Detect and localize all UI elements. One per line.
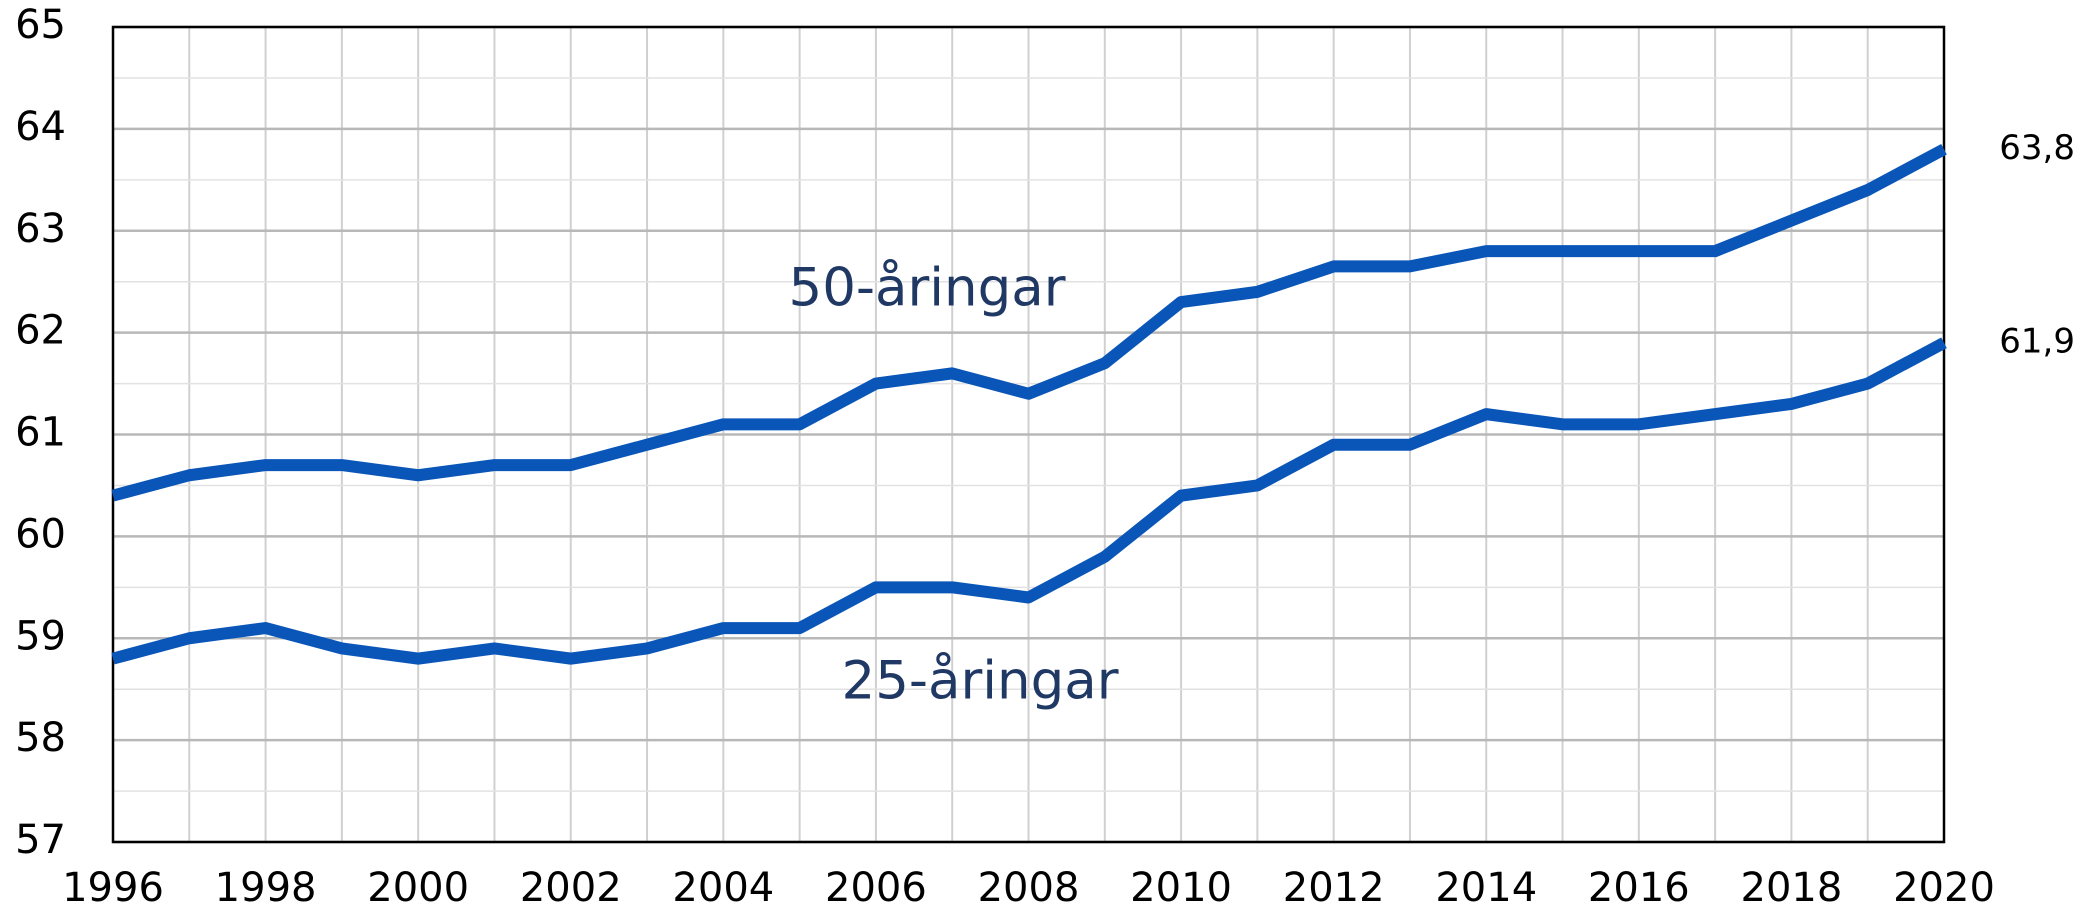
x-tick-label: 2014 <box>1435 865 1537 911</box>
series-line <box>111 143 1947 502</box>
y-tick-label: 59 <box>15 613 66 659</box>
x-tick-label: 2006 <box>825 865 927 911</box>
x-tick-label: 2016 <box>1588 865 1690 911</box>
series-label: 50-åringar <box>788 258 1065 319</box>
y-tick-label: 62 <box>15 308 66 354</box>
x-tick-label: 2000 <box>367 865 469 911</box>
series-line <box>111 337 1947 665</box>
y-tick-label: 61 <box>15 410 66 456</box>
x-tick-label: 1996 <box>62 865 164 911</box>
y-tick-label: 64 <box>15 104 66 150</box>
x-tick-label: 2018 <box>1741 865 1843 911</box>
x-tick-label: 1998 <box>215 865 317 911</box>
x-tick-label: 2012 <box>1283 865 1385 911</box>
x-tick-label: 2004 <box>672 865 774 911</box>
x-tick-label: 2020 <box>1893 865 1995 911</box>
value-label: 61,9 <box>1999 321 2075 361</box>
plot-frame <box>111 25 1946 844</box>
x-tick-label: 2010 <box>1130 865 1232 911</box>
value-label: 63,8 <box>1999 128 2075 168</box>
x-tick-label: 2002 <box>520 865 622 911</box>
x-tick-label: 2008 <box>978 865 1080 911</box>
y-tick-label: 65 <box>15 2 66 48</box>
y-tick-label: 58 <box>15 715 66 761</box>
y-tick-label: 57 <box>15 817 66 863</box>
y-tick-label: 60 <box>15 511 66 557</box>
y-tick-label: 63 <box>15 206 66 252</box>
series-label: 25-åringar <box>841 651 1118 712</box>
